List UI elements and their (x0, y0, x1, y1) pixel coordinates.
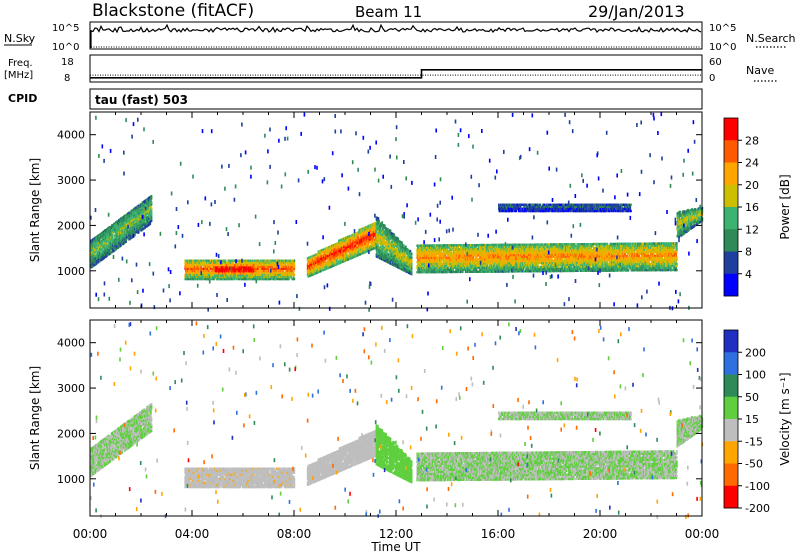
data-cell (408, 249, 410, 251)
data-cell (151, 195, 153, 197)
data-cell (151, 211, 153, 213)
data-cell (293, 260, 295, 262)
data-cell (384, 225, 386, 227)
data-cell (151, 197, 153, 199)
cpid-label: CPID (8, 92, 37, 105)
freq-left-tick-top: 18 (61, 57, 74, 68)
power-scatter (90, 112, 703, 312)
data-cell (253, 264, 255, 266)
cpid-panel: tau (fast) 503 (90, 89, 702, 109)
nave-label: Nave (746, 64, 774, 77)
nsky-label: N.Sky (4, 32, 36, 45)
freq-left-tick-bottom: 8 (64, 73, 70, 84)
data-cell (405, 246, 407, 248)
data-cell (378, 220, 380, 222)
noise-right-tick-bottom: 10^0 (709, 42, 736, 53)
data-cell (293, 274, 295, 276)
cpid-text: tau (fast) 503 (95, 93, 188, 107)
data-cell (393, 234, 395, 236)
freq-series-line (90, 70, 702, 78)
data-cell (403, 245, 405, 247)
noise-left-tick-top: 10^5 (52, 23, 79, 34)
data-cell (411, 269, 413, 271)
noise-panel-frame (90, 22, 702, 49)
data-cell (126, 238, 128, 240)
data-cell (397, 238, 399, 240)
data-cell (293, 270, 295, 272)
freq-label: Freq. (8, 58, 33, 69)
noise-panel: N.Sky 10^5 10^0 10^5 10^0 N.Search (4, 22, 796, 53)
data-cell (447, 271, 449, 273)
data-cell (387, 228, 389, 230)
data-cell (151, 201, 153, 203)
data-cell (293, 266, 295, 268)
data-cell (390, 230, 392, 232)
station-title: Blackstone (fitACF) (92, 1, 254, 21)
data-cell (348, 258, 350, 260)
data-cell (411, 259, 413, 261)
data-cell (253, 272, 255, 274)
noise-right-tick-top: 10^5 (709, 23, 736, 34)
data-cell (253, 270, 255, 272)
mhz-label: [MHz] (4, 70, 33, 81)
nsky-series-line (91, 25, 701, 48)
data-cell (411, 263, 413, 265)
data-cell (378, 217, 380, 219)
data-cell (360, 253, 362, 255)
nave-right-tick-bottom: 0 (709, 73, 715, 84)
nave-right-tick-top: 60 (709, 57, 722, 68)
data-cell (409, 250, 411, 252)
data-cell (120, 244, 122, 246)
data-cell (387, 230, 389, 232)
data-cell (411, 273, 413, 275)
data-cell (151, 216, 153, 218)
beam-title: Beam 11 (355, 3, 422, 21)
data-cell (411, 253, 413, 255)
date-title: 29/Jan/2013 (588, 2, 685, 21)
noise-left-tick-bottom: 10^0 (52, 42, 79, 53)
data-cell (106, 255, 108, 257)
data-cell (151, 207, 153, 209)
data-cell (423, 271, 425, 273)
data-cell (381, 221, 383, 223)
nsearch-label: N.Search (746, 32, 796, 45)
data-cell (99, 240, 101, 242)
data-cell (401, 242, 403, 244)
data-cell (293, 278, 295, 280)
